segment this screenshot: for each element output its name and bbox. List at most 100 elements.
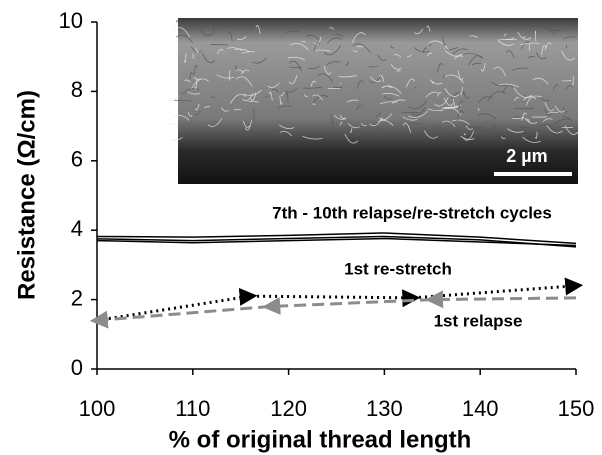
fiber [414,86,417,89]
fiber [310,80,316,87]
fiber [544,102,555,112]
fiber [250,92,257,101]
fiber [356,104,363,111]
fiber [561,50,575,61]
fiber [513,87,532,98]
fiber [381,85,402,94]
fiber [235,76,253,87]
series-line [96,235,577,248]
fiber [216,49,224,55]
fiber [302,136,323,140]
fiber [360,122,367,127]
fiber [286,91,289,103]
fiber [234,65,238,71]
fiber [207,118,223,127]
fiber [265,95,269,98]
fiber [443,48,463,57]
fiber [184,79,191,83]
fiber [374,111,382,117]
fiber [241,51,256,54]
fiber [378,119,394,126]
fiber [314,36,322,45]
fiber [539,124,558,134]
fiber [523,36,526,39]
fiber [267,82,280,88]
fiber [501,25,512,29]
fiber [173,27,191,38]
fiber [441,120,456,128]
fiber [391,99,406,104]
fiber [396,70,401,73]
fiber [368,74,382,83]
fiber [244,120,253,131]
fiber [243,89,262,96]
fiber [352,43,371,54]
fiber [352,49,358,52]
fiber [193,65,198,76]
fiber [480,62,486,72]
fiber [500,136,506,139]
fiber [414,28,424,35]
fiber [241,92,254,102]
fiber [477,96,493,104]
y-tick-label: 2 [71,285,83,310]
fiber [513,116,522,118]
y-tick-label: 8 [71,77,83,102]
fiber [306,34,320,41]
fiber [428,43,432,47]
fiber [521,112,527,121]
fiber [195,103,200,111]
fiber [429,79,443,85]
fiber [437,63,443,73]
fiber [425,91,439,98]
fiber [203,106,211,109]
fiber [503,33,507,36]
fiber [346,99,359,103]
fiber [279,130,293,137]
fiber [174,99,192,102]
scale-label: 2 µm [506,146,547,166]
fiber [525,118,530,122]
fiber [304,93,308,98]
x-tick-label: 140 [462,396,499,421]
fiber [313,42,321,51]
fiber [347,123,360,129]
fiber [411,107,426,116]
fiber [338,75,357,78]
fiber [543,27,555,35]
fiber [229,94,247,104]
fiber [198,27,213,36]
fiber [408,99,428,110]
fiber [406,78,416,88]
fiber [181,88,200,95]
fiber [353,135,371,138]
fiber [565,44,568,48]
annotation: 7th - 10th relapse/re-stretch cycles [272,203,552,222]
fiber [506,37,515,41]
fiber [444,88,460,97]
annotation: 1st relapse [434,311,523,330]
fiber [523,95,529,100]
fiber [423,130,438,139]
fiber [451,119,470,125]
fiber [444,74,464,84]
fiber [195,48,199,53]
fiber [379,113,393,121]
fiber [565,85,573,91]
fiber [522,136,541,143]
fiber [563,36,576,40]
fiber [462,130,475,141]
fiber [312,103,316,106]
fiber [542,118,553,123]
fiber [442,46,459,51]
fiber [234,48,251,53]
fiber [517,31,532,40]
fiber [505,50,515,59]
fiber [312,94,323,101]
fiber [451,92,465,99]
fiber [339,122,343,126]
fiber [572,76,574,86]
fiber [522,95,543,101]
fiber [465,125,474,130]
fiber [170,136,183,141]
